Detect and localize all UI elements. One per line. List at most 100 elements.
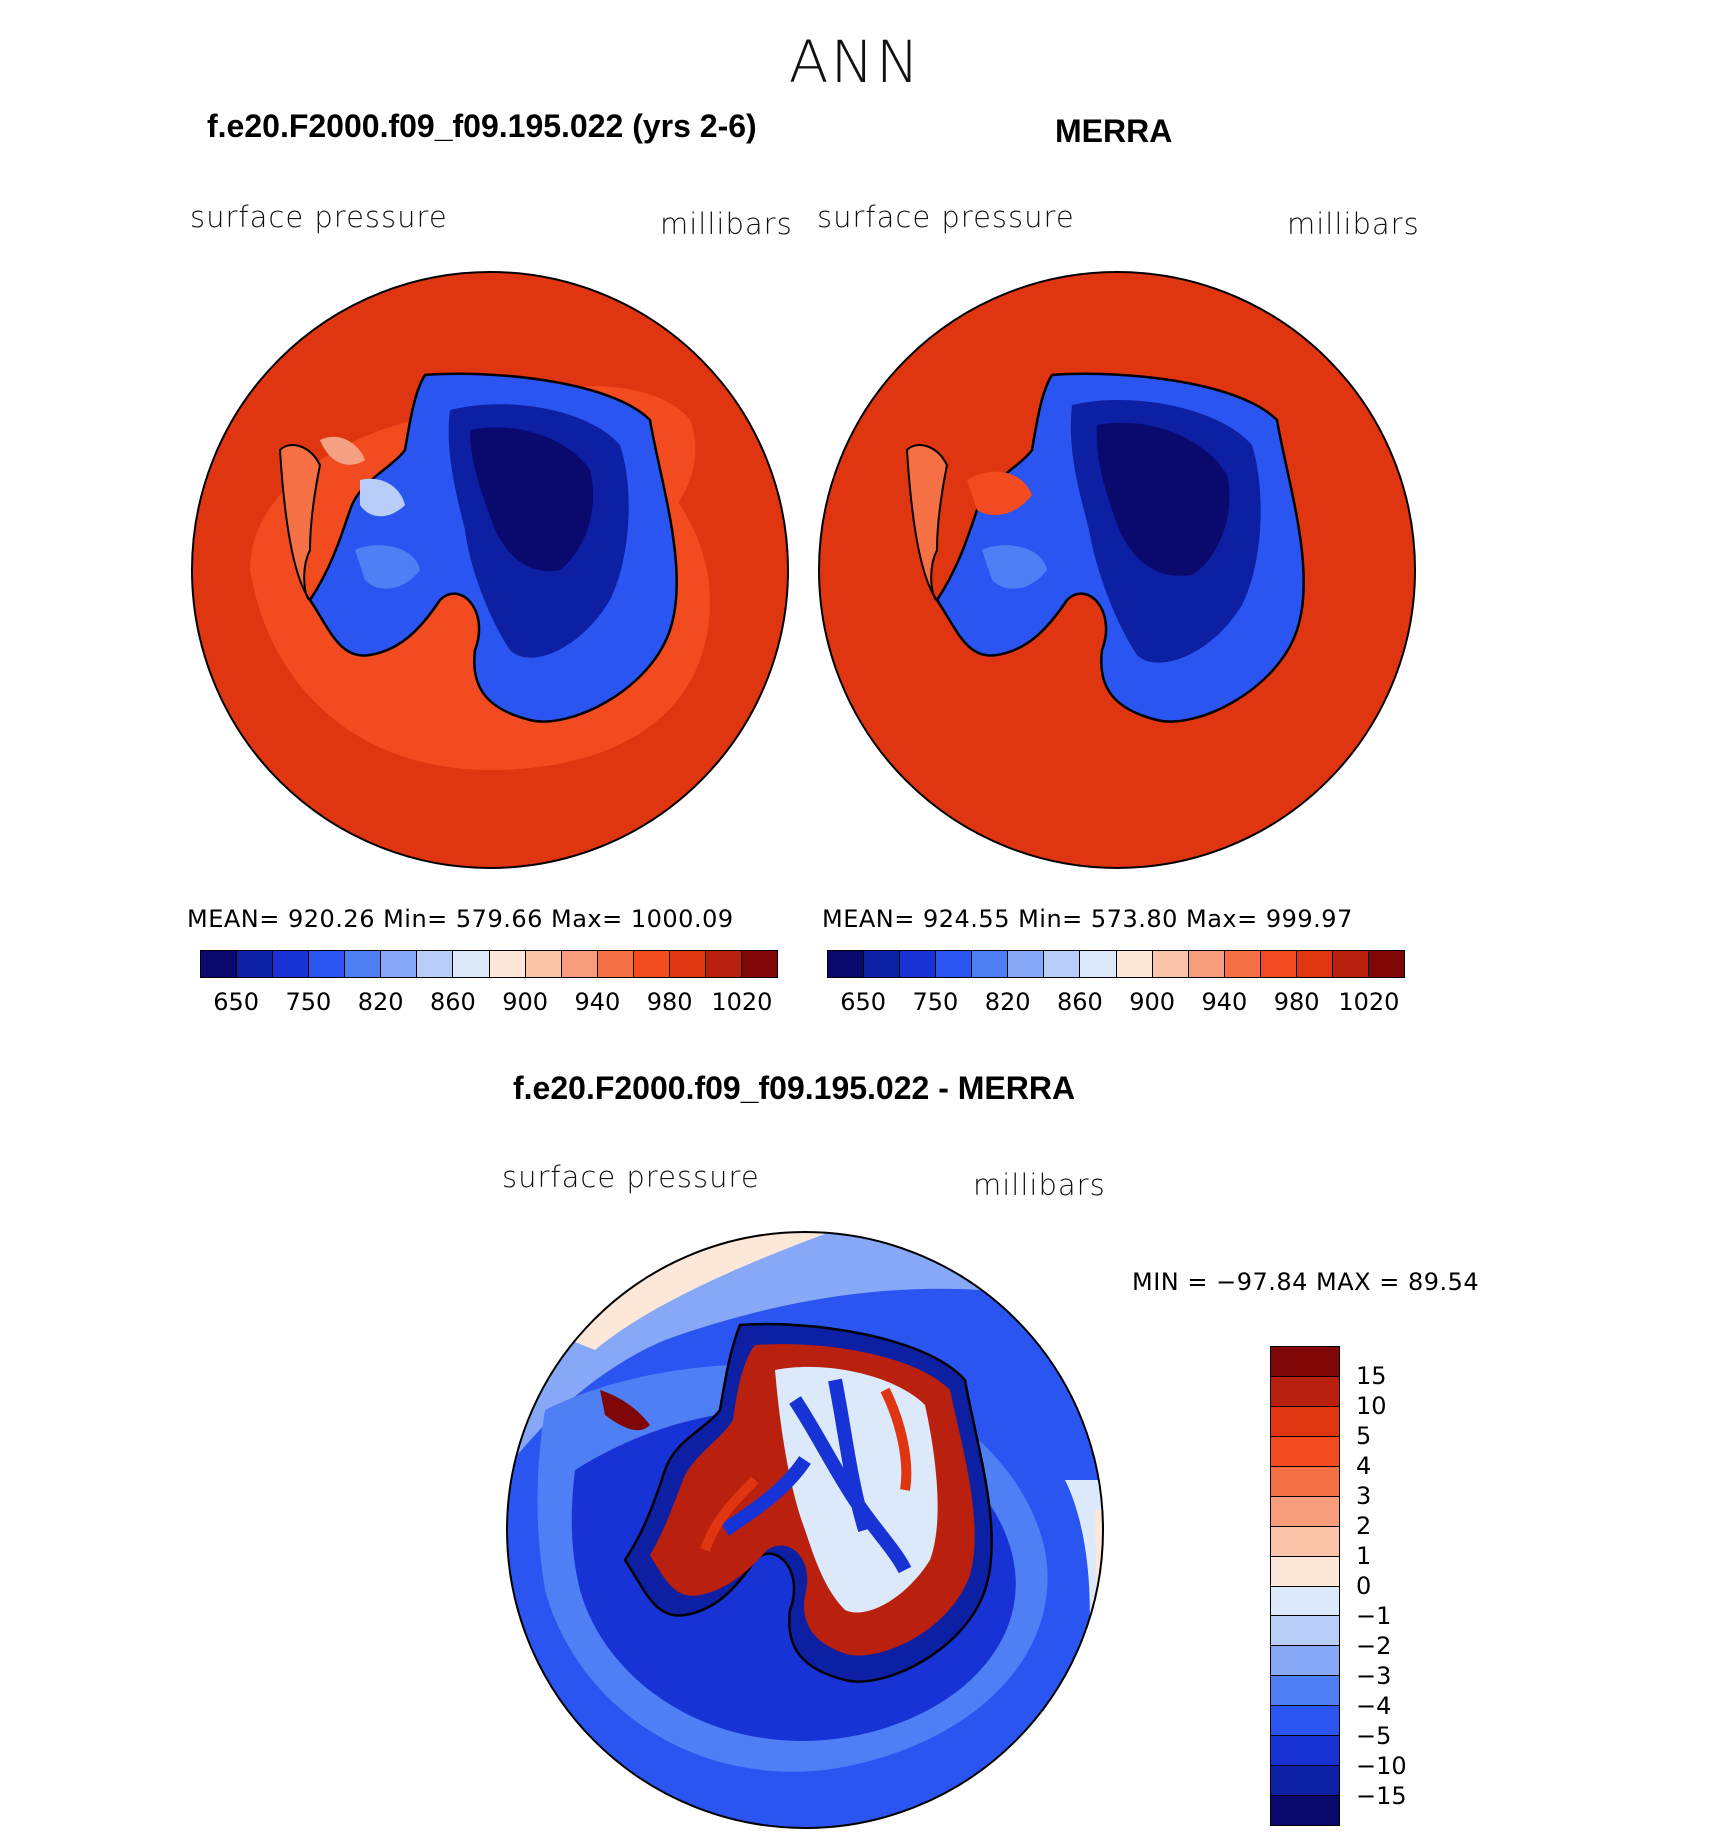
colorbar-swatch <box>1260 951 1297 977</box>
colorbar-tick-label: 750 <box>285 988 332 1016</box>
colorbar-tick-label: 4 <box>1356 1452 1372 1480</box>
diff-polar-map <box>506 1231 1104 1829</box>
colorbar-swatch <box>1332 951 1369 977</box>
colorbar-swatch <box>489 951 526 977</box>
colorbar-swatch <box>1368 951 1404 977</box>
colorbar-swatch <box>1152 951 1189 977</box>
colorbar-swatch <box>1224 951 1261 977</box>
colorbar-swatch <box>1271 1496 1339 1527</box>
right-colorbar-ticks: 650 750 820 860 900 940 980 1020 <box>827 988 1405 1018</box>
colorbar-swatch <box>1188 951 1225 977</box>
colorbar-swatch <box>561 951 598 977</box>
colorbar-swatch <box>1271 1616 1339 1647</box>
left-colorbar-ticks: 650 750 820 860 900 940 980 1020 <box>200 988 778 1018</box>
right-panel-title: MERRA <box>1055 113 1173 149</box>
colorbar-tick-label: 900 <box>502 988 549 1016</box>
colorbar-swatch <box>1271 1406 1339 1437</box>
colorbar-swatch <box>273 951 310 977</box>
colorbar-tick-label: 650 <box>213 988 260 1016</box>
right-variable-label: surface pressure <box>817 200 1075 234</box>
colorbar-swatch <box>828 951 865 977</box>
colorbar-swatch <box>633 951 670 977</box>
colorbar-tick-label: 3 <box>1356 1482 1372 1510</box>
colorbar-tick-label: 820 <box>984 988 1031 1016</box>
colorbar-swatch <box>525 951 562 977</box>
left-stats: MEAN= 920.26 Min= 579.66 Max= 1000.09 <box>187 905 734 933</box>
colorbar-tick-label: −3 <box>1356 1662 1392 1690</box>
colorbar-swatch <box>453 951 490 977</box>
diff-variable-label: surface pressure <box>502 1160 760 1194</box>
colorbar-swatch <box>936 951 973 977</box>
colorbar-swatch <box>1080 951 1117 977</box>
left-panel-title: f.e20.F2000.f09_f09.195.022 (yrs 2-6) <box>207 108 757 144</box>
colorbar-swatch <box>1271 1526 1339 1557</box>
colorbar-tick-label: 0 <box>1356 1572 1372 1600</box>
colorbar-swatch <box>381 951 418 977</box>
colorbar-tick-label: 860 <box>1056 988 1103 1016</box>
right-polar-map <box>818 271 1416 869</box>
colorbar-tick-label: 900 <box>1129 988 1176 1016</box>
main-title: ANN <box>788 28 922 96</box>
colorbar-tick-label: 860 <box>429 988 476 1016</box>
colorbar-tick-label: 15 <box>1356 1362 1387 1390</box>
colorbar-swatch <box>597 951 634 977</box>
diff-stats: MIN = −97.84 MAX = 89.54 <box>1132 1268 1480 1296</box>
right-colorbar <box>827 950 1405 978</box>
colorbar-tick-label: −2 <box>1356 1632 1392 1660</box>
colorbar-swatch <box>1271 1376 1339 1407</box>
colorbar-tick-label: 650 <box>840 988 887 1016</box>
left-polar-map <box>191 271 789 869</box>
right-stats: MEAN= 924.55 Min= 573.80 Max= 999.97 <box>822 905 1353 933</box>
colorbar-tick-label: −15 <box>1356 1782 1407 1810</box>
colorbar-swatch <box>237 951 274 977</box>
colorbar-swatch <box>1271 1436 1339 1467</box>
colorbar-tick-label: 1 <box>1356 1542 1372 1570</box>
colorbar-swatch <box>345 951 382 977</box>
colorbar-tick-label: −10 <box>1356 1752 1407 1780</box>
colorbar-swatch <box>1008 951 1045 977</box>
colorbar-tick-label: −5 <box>1356 1722 1392 1750</box>
left-units-label: millibars <box>660 207 793 241</box>
colorbar-swatch <box>1271 1766 1339 1797</box>
colorbar-swatch <box>1271 1736 1339 1767</box>
colorbar-swatch <box>1271 1466 1339 1497</box>
colorbar-tick-label: 940 <box>574 988 621 1016</box>
right-units-label: millibars <box>1287 207 1420 241</box>
colorbar-swatch <box>972 951 1009 977</box>
colorbar-tick-label: −4 <box>1356 1692 1392 1720</box>
colorbar-swatch <box>669 951 706 977</box>
colorbar-swatch <box>1271 1586 1339 1617</box>
colorbar-tick-label: 980 <box>1273 988 1320 1016</box>
colorbar-tick-label: 750 <box>912 988 959 1016</box>
colorbar-tick-label: 5 <box>1356 1422 1372 1450</box>
colorbar-swatch <box>705 951 742 977</box>
colorbar-tick-label: 10 <box>1356 1392 1387 1420</box>
colorbar-tick-label: 1020 <box>711 988 773 1016</box>
colorbar-swatch <box>201 951 238 977</box>
colorbar-tick-label: −1 <box>1356 1602 1392 1630</box>
colorbar-swatch <box>1271 1347 1339 1377</box>
colorbar-swatch <box>1271 1706 1339 1737</box>
colorbar-swatch <box>1271 1646 1339 1677</box>
colorbar-swatch <box>1271 1676 1339 1707</box>
colorbar-tick-label: 980 <box>646 988 693 1016</box>
diff-units-label: millibars <box>973 1168 1106 1202</box>
colorbar-swatch <box>1044 951 1081 977</box>
colorbar-swatch <box>1116 951 1153 977</box>
colorbar-swatch <box>1296 951 1333 977</box>
colorbar-swatch <box>741 951 777 977</box>
colorbar-swatch <box>309 951 346 977</box>
diff-colorbar <box>1270 1346 1340 1826</box>
colorbar-swatch <box>864 951 901 977</box>
diff-colorbar-ticks: 15 10 5 4 3 2 1 0 −1 −2 −3 −4 −5 −10 −15 <box>1356 1346 1436 1826</box>
colorbar-tick-label: 2 <box>1356 1512 1372 1540</box>
colorbar-tick-label: 940 <box>1201 988 1248 1016</box>
colorbar-swatch <box>1271 1796 1339 1825</box>
colorbar-tick-label: 1020 <box>1338 988 1400 1016</box>
colorbar-tick-label: 820 <box>357 988 404 1016</box>
diff-panel-title: f.e20.F2000.f09_f09.195.022 - MERRA <box>513 1070 1076 1106</box>
left-variable-label: surface pressure <box>190 200 448 234</box>
colorbar-swatch <box>417 951 454 977</box>
colorbar-swatch <box>1271 1556 1339 1587</box>
colorbar-swatch <box>900 951 937 977</box>
